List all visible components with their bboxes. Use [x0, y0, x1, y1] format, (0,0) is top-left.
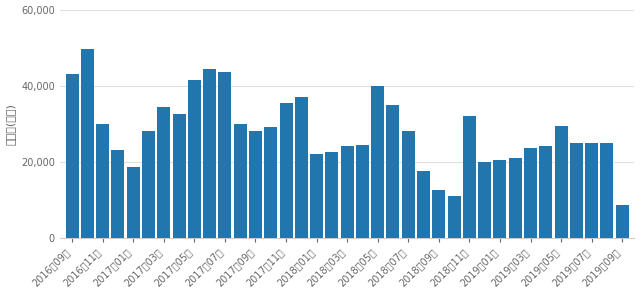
Bar [402, 131, 415, 238]
Bar [234, 124, 246, 238]
Bar [111, 150, 124, 238]
Bar [188, 80, 201, 238]
Bar [371, 86, 384, 238]
Bar [585, 143, 598, 238]
Bar [295, 97, 308, 238]
Bar [509, 158, 522, 238]
Bar [218, 72, 232, 238]
Bar [96, 124, 109, 238]
Bar [65, 74, 79, 238]
Bar [157, 106, 170, 238]
Bar [173, 114, 186, 238]
Bar [310, 154, 323, 238]
Bar [280, 103, 292, 238]
Bar [524, 148, 537, 238]
Bar [540, 146, 552, 238]
Bar [325, 152, 339, 238]
Bar [127, 167, 140, 238]
Bar [356, 145, 369, 238]
Bar [142, 131, 155, 238]
Bar [478, 162, 491, 238]
Bar [616, 206, 628, 238]
Bar [417, 171, 430, 238]
Bar [570, 143, 583, 238]
Bar [340, 146, 354, 238]
Bar [600, 143, 613, 238]
Y-axis label: 거래량(건수): 거래량(건수) [6, 103, 15, 145]
Bar [264, 128, 277, 238]
Bar [249, 131, 262, 238]
Bar [81, 49, 94, 238]
Bar [203, 69, 216, 238]
Bar [387, 105, 399, 238]
Bar [555, 126, 568, 238]
Bar [447, 196, 461, 238]
Bar [493, 160, 506, 238]
Bar [463, 116, 476, 238]
Bar [433, 190, 445, 238]
